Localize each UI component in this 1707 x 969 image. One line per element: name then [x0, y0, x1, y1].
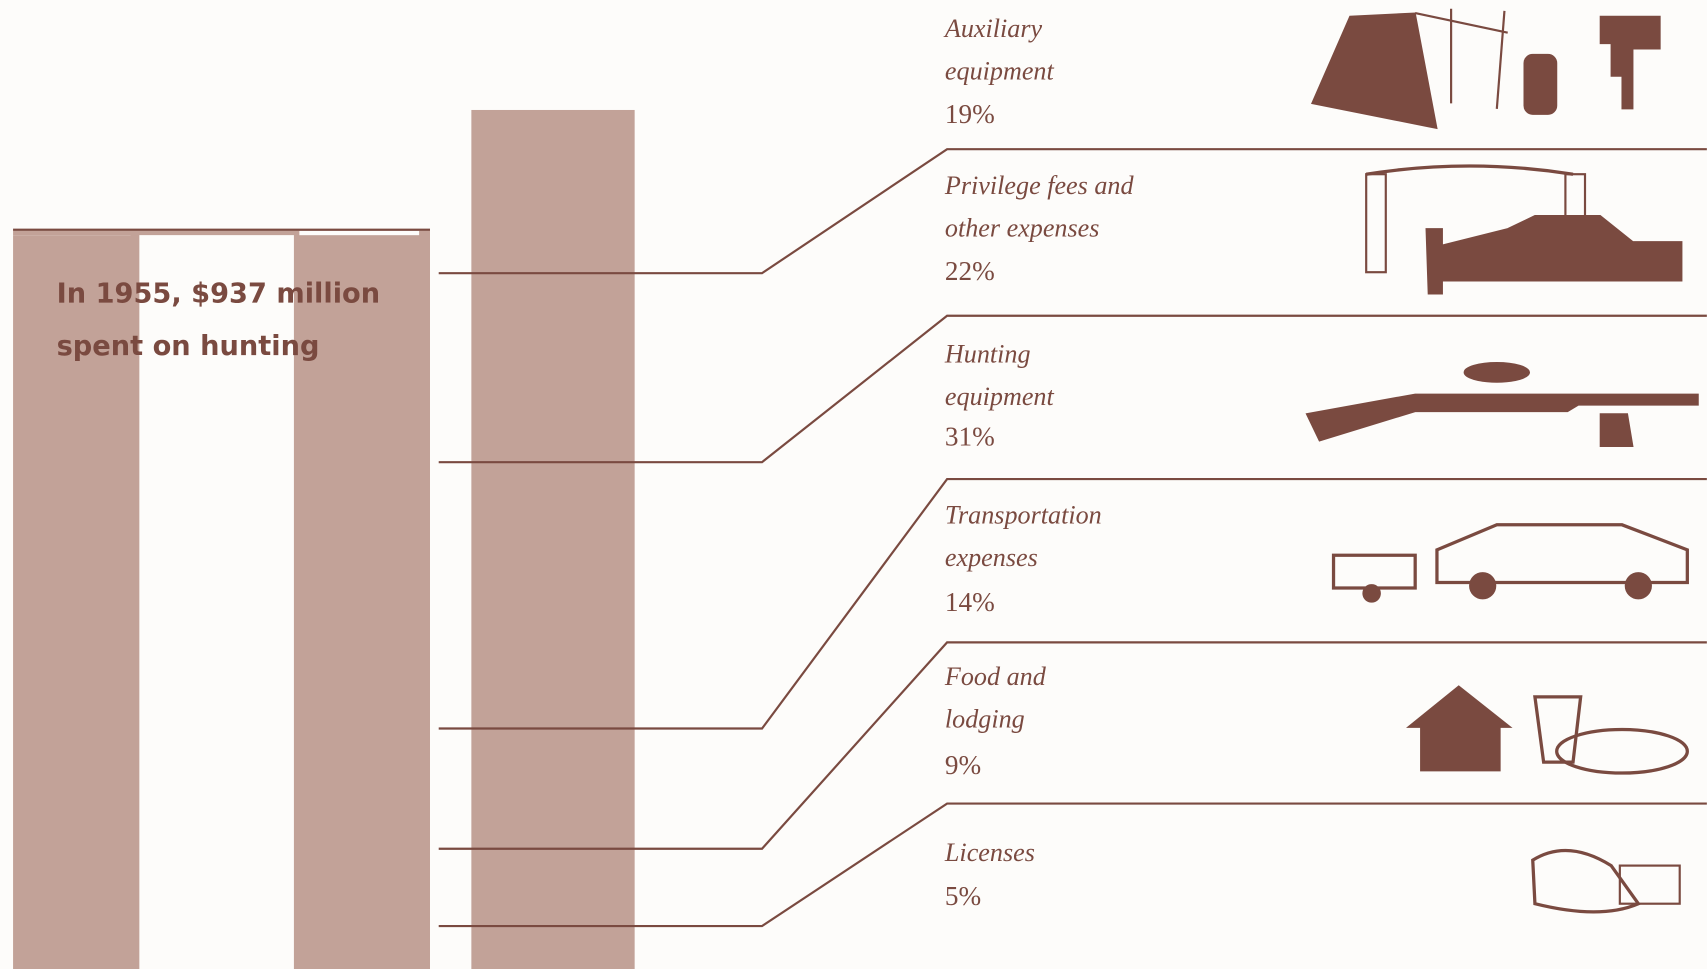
wheel: [1624, 572, 1652, 600]
connector: [438, 148, 1707, 275]
bar-segment: [471, 848, 635, 927]
tent-line: [1414, 12, 1508, 34]
category-label: Hunting equipment: [944, 340, 1054, 412]
bar-segment: [471, 926, 635, 969]
value-label: 19%: [944, 100, 995, 130]
gate-post: [1564, 173, 1587, 219]
value-label: 22%: [944, 256, 995, 287]
pillar: [13, 235, 133, 969]
value-label: 14%: [944, 587, 995, 618]
category-label: Food and lodging: [944, 663, 1046, 734]
category-label: Transportation expenses: [944, 501, 1102, 573]
ranger-icon: [1425, 228, 1443, 295]
gate-post: [1365, 173, 1387, 274]
gate-icon: [1365, 164, 1574, 176]
category-label: Auxiliary equipment: [944, 15, 1054, 87]
car-trailer-icon: [1331, 523, 1689, 590]
connector: [438, 802, 1707, 928]
axe-icon: [1599, 413, 1634, 447]
bar-segment: [471, 109, 635, 274]
chart-title: In 1955, $937 million spent on hunting: [56, 277, 381, 362]
bar-segment: [471, 273, 635, 463]
category-label: Privilege fees and other expenses: [944, 172, 1134, 243]
connector: [438, 477, 1707, 730]
category-label: Licenses: [944, 839, 1035, 868]
wheel: [1362, 584, 1381, 603]
value-label: 9%: [944, 751, 982, 781]
tent-pole: [1495, 10, 1506, 109]
lantern-icon: [1523, 53, 1558, 115]
bar-segment: [471, 462, 635, 729]
icons: [1305, 8, 1699, 914]
pillar: [296, 235, 421, 969]
connector: [438, 314, 1707, 464]
motor-icon: [1599, 15, 1661, 110]
license-icon: [1618, 864, 1681, 905]
wheel: [1469, 572, 1497, 600]
gun-icon: [1305, 393, 1699, 442]
decoy-icon: [1463, 362, 1531, 383]
value-label: 31%: [944, 422, 995, 452]
plate-icon: [1555, 727, 1689, 775]
house-icon: [1406, 685, 1513, 772]
tent-icon: [1310, 12, 1438, 130]
bar-segment: [471, 728, 635, 849]
glass-icon: [1533, 695, 1583, 764]
connector: [438, 641, 1707, 850]
value-label: 5%: [944, 881, 982, 912]
car-icon: [1441, 215, 1683, 282]
